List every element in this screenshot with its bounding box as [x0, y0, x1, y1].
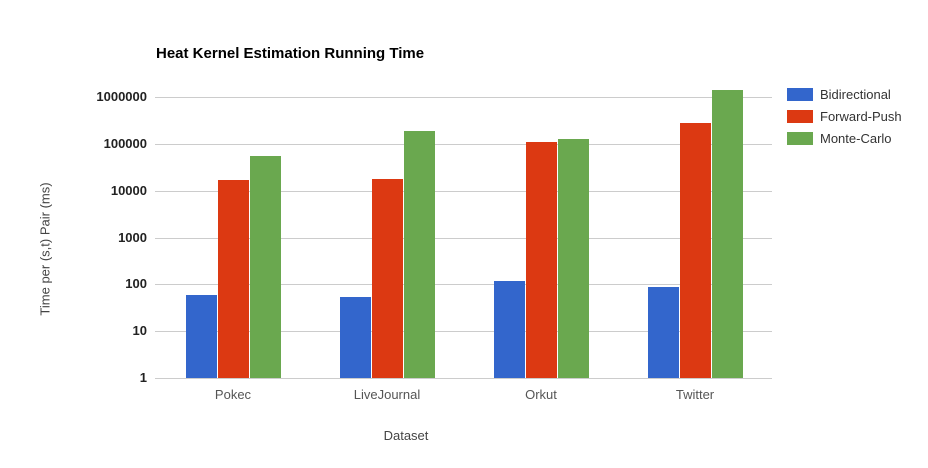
y-tick-label-100: 100 — [125, 276, 147, 291]
legend-label-bidirectional: Bidirectional — [820, 87, 891, 102]
y-tick-label-1000000: 1000000 — [96, 89, 147, 104]
bar-monte-carlo-pokec[interactable] — [250, 156, 281, 378]
bar-forward-push-twitter[interactable] — [680, 123, 711, 378]
bar-monte-carlo-livejournal[interactable] — [404, 131, 435, 378]
x-category-label-livejournal: LiveJournal — [353, 387, 421, 402]
gridline-10 — [155, 331, 772, 332]
gridline-10000 — [155, 191, 772, 192]
bar-forward-push-pokec[interactable] — [218, 180, 249, 378]
gridline-1 — [155, 378, 772, 379]
x-category-label-pokec: Pokec — [214, 387, 252, 402]
bar-monte-carlo-twitter[interactable] — [712, 90, 743, 378]
legend-item-monte-carlo[interactable]: Monte-Carlo — [787, 132, 902, 145]
y-axis-title: Time per (s,t) Pair (ms) — [37, 182, 53, 316]
y-tick-label-10: 10 — [132, 323, 147, 338]
bar-bidirectional-pokec[interactable] — [186, 295, 217, 378]
bar-monte-carlo-orkut[interactable] — [558, 139, 589, 378]
gridline-1000000 — [155, 97, 772, 98]
y-tick-label-10000: 10000 — [110, 183, 147, 198]
bar-bidirectional-livejournal[interactable] — [340, 297, 371, 378]
x-category-label-twitter: Twitter — [675, 387, 715, 402]
plot-area — [155, 85, 772, 379]
x-category-label-orkut: Orkut — [525, 387, 557, 402]
x-axis-title: Dataset — [383, 428, 429, 443]
y-tick-label-1000: 1000 — [118, 230, 147, 245]
bar-bidirectional-twitter[interactable] — [648, 287, 679, 378]
gridline-1000 — [155, 238, 772, 239]
legend-item-bidirectional[interactable]: Bidirectional — [787, 88, 902, 101]
legend-swatch-monte-carlo — [787, 132, 813, 145]
bar-bidirectional-orkut[interactable] — [494, 281, 525, 378]
legend: Bidirectional Forward-Push Monte-Carlo — [787, 88, 902, 154]
legend-swatch-bidirectional — [787, 88, 813, 101]
legend-swatch-forward-push — [787, 110, 813, 123]
legend-label-forward-push: Forward-Push — [820, 109, 902, 124]
y-tick-label-100000: 100000 — [103, 136, 147, 151]
legend-label-monte-carlo: Monte-Carlo — [820, 131, 892, 146]
gridline-100 — [155, 284, 772, 285]
gridline-100000 — [155, 144, 772, 145]
bar-forward-push-orkut[interactable] — [526, 142, 557, 378]
y-tick-label-1: 1 — [139, 370, 147, 385]
legend-item-forward-push[interactable]: Forward-Push — [787, 110, 902, 123]
bar-forward-push-livejournal[interactable] — [372, 179, 403, 378]
chart-title: Heat Kernel Estimation Running Time — [156, 45, 425, 62]
